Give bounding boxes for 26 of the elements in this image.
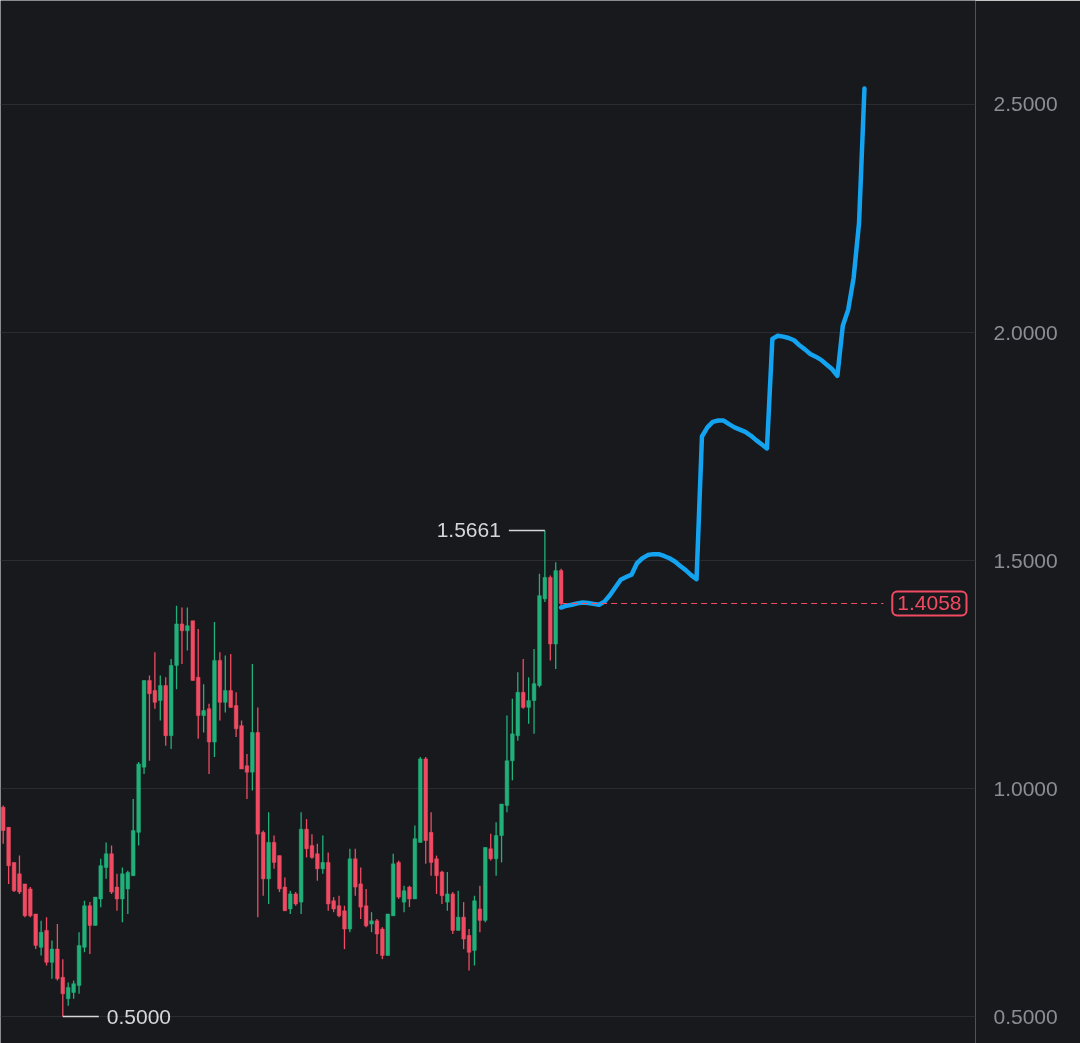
y-tick-label: 2.0000 bbox=[993, 320, 1058, 344]
candlestick bbox=[456, 890, 461, 932]
candlestick bbox=[158, 674, 163, 722]
y-tick-label: 1.0000 bbox=[993, 776, 1058, 800]
ref-line-label: 1.4058 bbox=[897, 591, 962, 615]
candlestick bbox=[223, 654, 228, 714]
candlestick bbox=[477, 885, 482, 933]
candlestick bbox=[369, 911, 374, 933]
candlestick bbox=[185, 606, 190, 652]
candlestick bbox=[179, 606, 185, 665]
y-tick-label: 2.5000 bbox=[993, 92, 1058, 116]
candlestick bbox=[401, 885, 407, 913]
candlestick bbox=[320, 834, 325, 875]
y-tick-label: 1.5000 bbox=[993, 548, 1058, 572]
line-series bbox=[558, 86, 867, 610]
annotation: 1.5661 bbox=[436, 518, 501, 542]
candlestick bbox=[87, 901, 92, 955]
candlestick bbox=[521, 658, 526, 710]
candlestick bbox=[445, 871, 450, 912]
y-tick-label: 0.5000 bbox=[993, 1004, 1058, 1028]
candlestick bbox=[288, 890, 293, 915]
annotation: 0.5000 bbox=[106, 1004, 172, 1028]
candlestick bbox=[488, 833, 493, 862]
candlestick bbox=[39, 920, 44, 957]
candlestick bbox=[201, 683, 206, 734]
candlestick bbox=[49, 939, 55, 980]
